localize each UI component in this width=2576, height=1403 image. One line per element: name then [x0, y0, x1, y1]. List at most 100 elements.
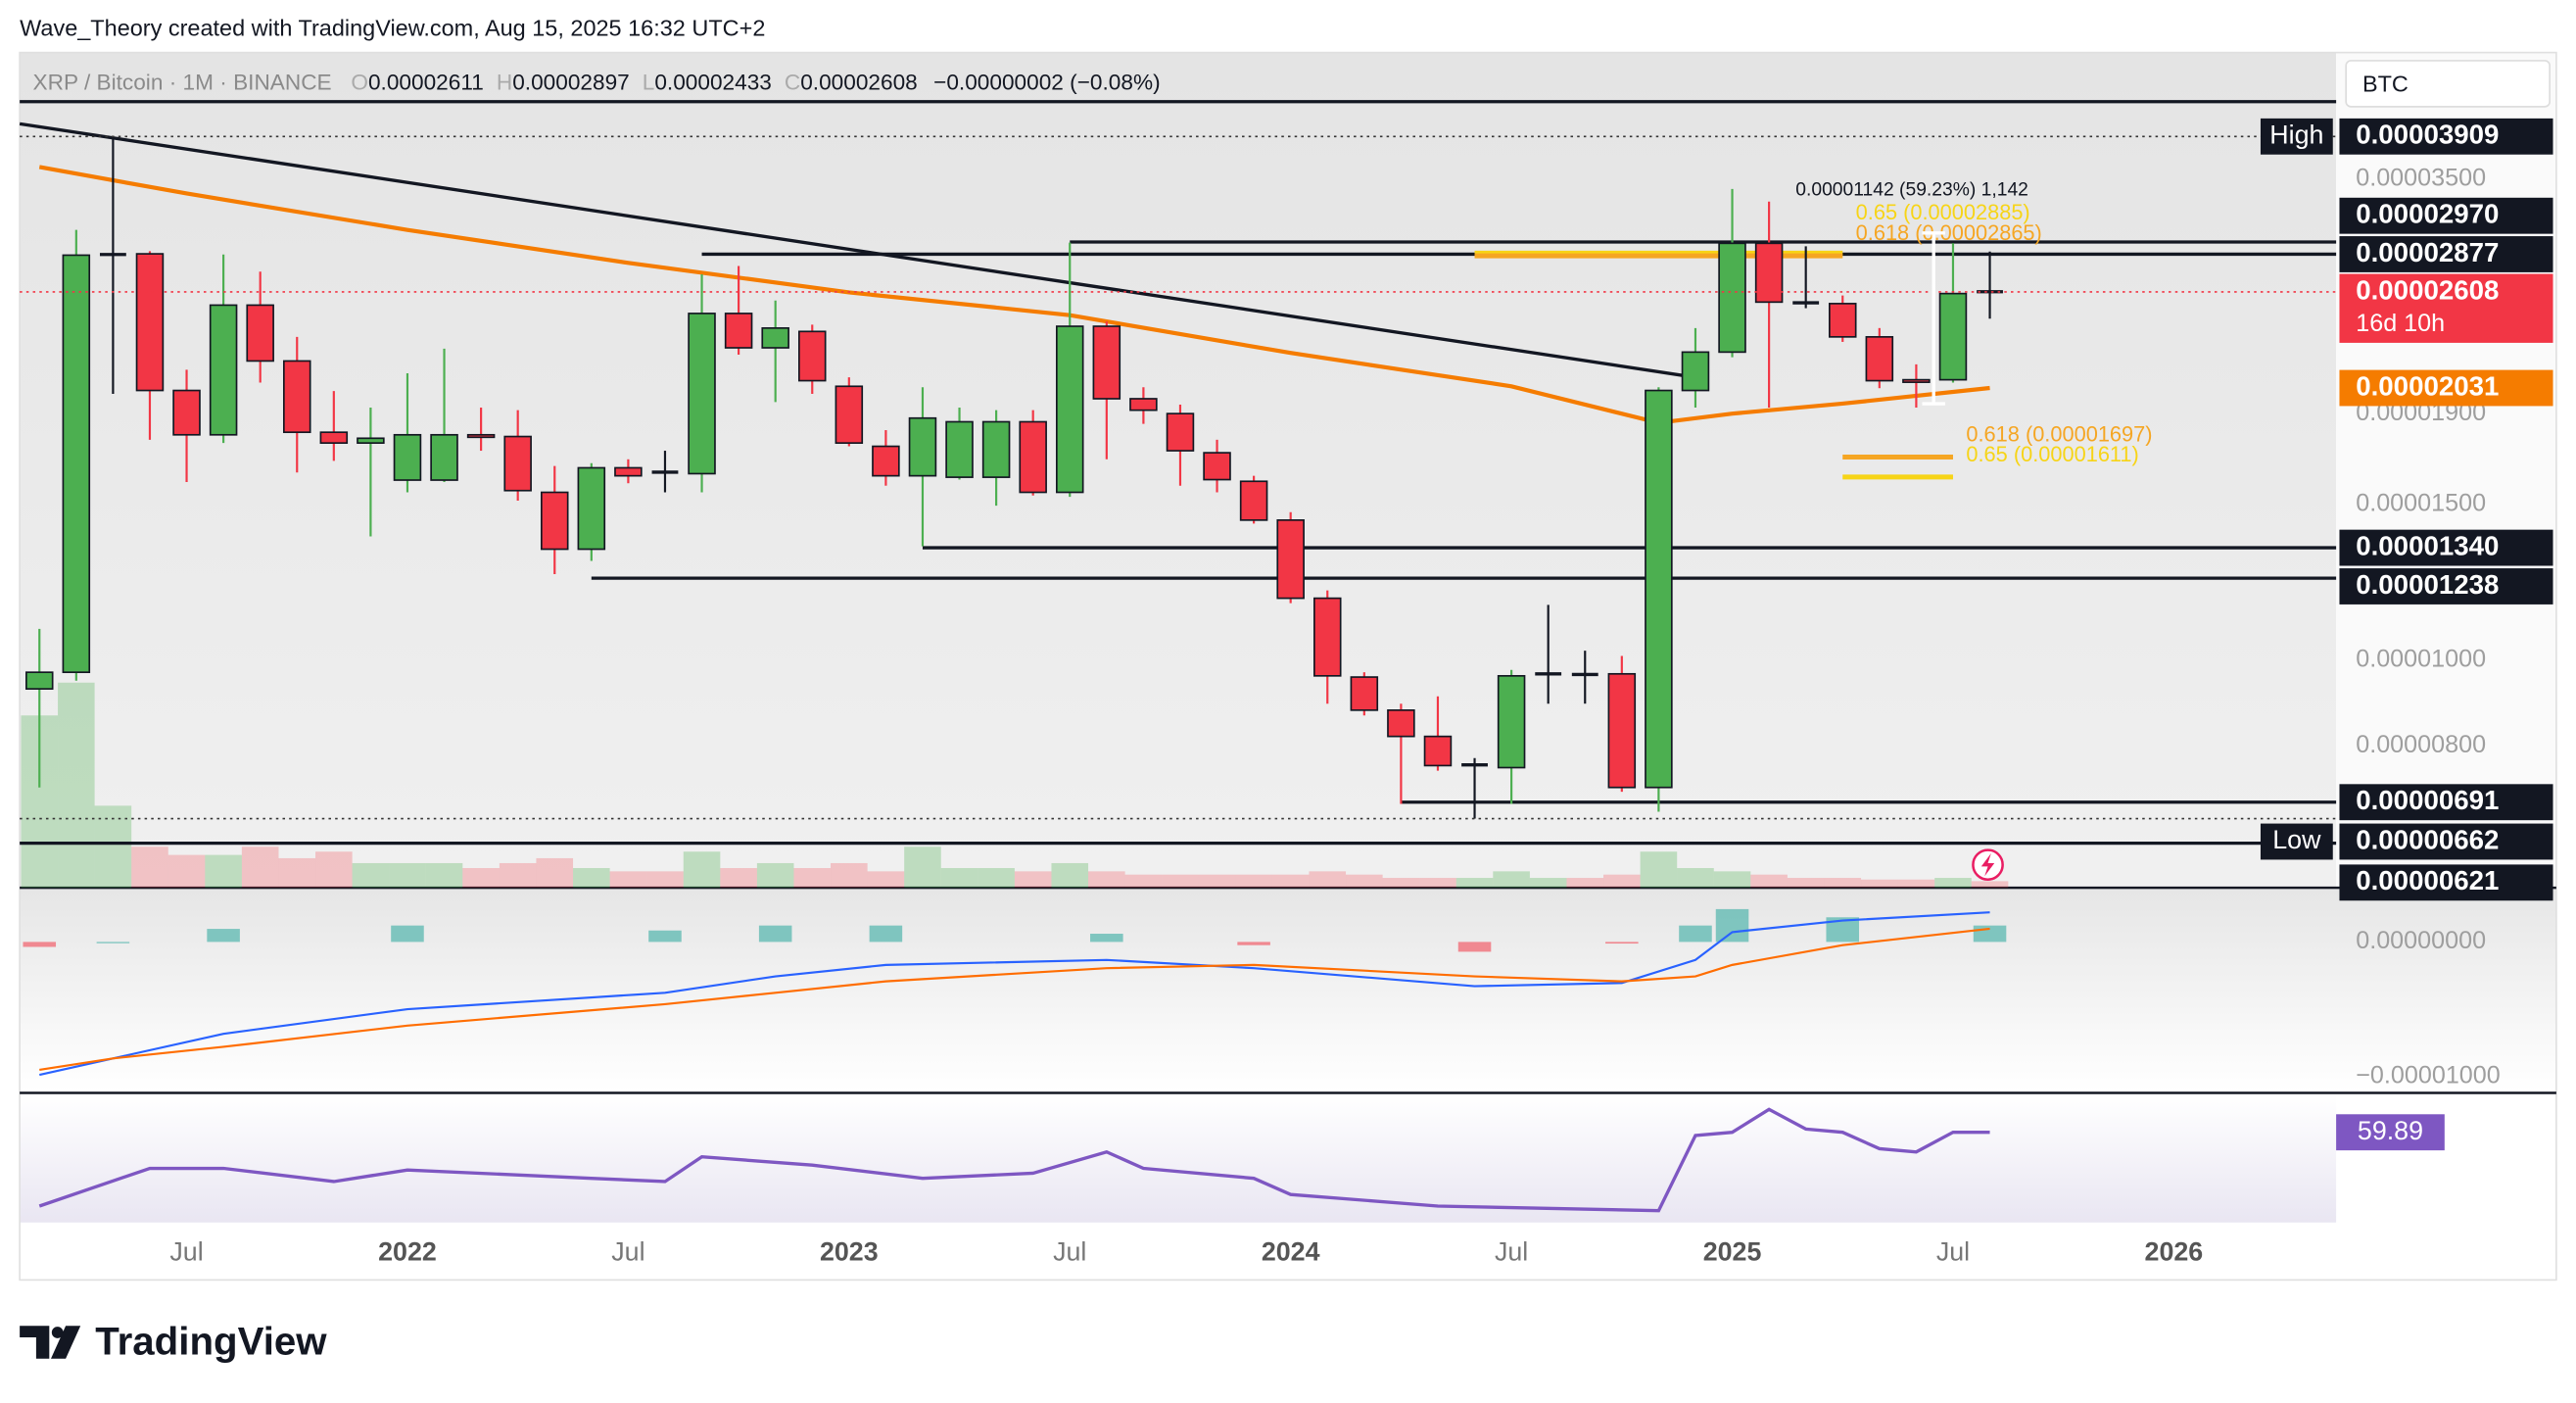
- candle-body: [1203, 452, 1231, 481]
- trendline: [19, 121, 1696, 379]
- candle-body: [1055, 325, 1084, 494]
- candle-body: [172, 389, 201, 436]
- volume: [1529, 878, 1567, 889]
- volume: [978, 867, 1015, 889]
- x-tick-label: 2023: [820, 1237, 879, 1267]
- measure-label: 0.00001142 (59.23%) 1,142: [1795, 179, 2028, 200]
- high: 0.00002897: [512, 70, 630, 94]
- candle-body: [724, 313, 753, 349]
- event-bolt: [1980, 852, 1995, 877]
- volume: [1861, 879, 1898, 889]
- candle-body: [1681, 351, 1710, 392]
- price-label-box: [2339, 369, 2553, 407]
- macd-histogram: [1679, 925, 1712, 943]
- volume: [389, 862, 426, 889]
- plot: 0.000035000.000019000.000015000.00001000…: [19, 100, 2553, 1267]
- price-label: 0.00001340: [2356, 530, 2499, 560]
- currency-box[interactable]: [2345, 60, 2552, 108]
- price-label: 0.00000662: [2356, 824, 2499, 854]
- macd-histogram: [758, 925, 792, 943]
- frame: [19, 51, 2557, 1282]
- x-tick-label: Jul: [1495, 1237, 1528, 1267]
- candle-body: [1019, 420, 1047, 494]
- measure-bracket: [1922, 231, 1945, 406]
- fib-label: 0.618 (0.00001697): [1966, 421, 2152, 446]
- volume: [1088, 871, 1125, 889]
- candle-body: [1754, 242, 1784, 304]
- x-tick-label: 2026: [2145, 1237, 2204, 1267]
- candle-body: [835, 385, 864, 445]
- volume: [241, 847, 279, 889]
- legend-line: XRP / Bitcoin · 1M · BINANCE O0.00002611…: [33, 70, 1161, 94]
- fib-label: 0.65 (0.00002885): [1856, 200, 2030, 224]
- moving-average: [38, 165, 1990, 425]
- candle-body: [357, 437, 385, 445]
- volume: [1787, 878, 1825, 889]
- rsi-label: 59.89: [2358, 1116, 2423, 1145]
- macd-histogram: [23, 942, 57, 947]
- volume: [1824, 878, 1862, 889]
- volume: [315, 851, 353, 889]
- price-tag-box: [2260, 118, 2333, 155]
- y-tick-label: 0.00001500: [2356, 489, 2486, 516]
- candle-body: [945, 420, 974, 478]
- volume: [1603, 874, 1641, 889]
- macd-histogram: [1457, 942, 1492, 952]
- candle-body: [1276, 519, 1305, 600]
- volume: [167, 854, 206, 889]
- fib-label: 0.65 (0.00001611): [1966, 442, 2138, 466]
- price-label-box: [2339, 273, 2553, 343]
- candle-body: [908, 416, 937, 477]
- volume: [131, 847, 168, 889]
- macd-histogram: [1237, 942, 1270, 945]
- candle-body: [1497, 674, 1526, 769]
- candle-body: [393, 433, 422, 481]
- candle-body: [1938, 292, 1968, 381]
- candle-body: [1607, 672, 1637, 789]
- x-tick-label: Jul: [611, 1237, 644, 1267]
- volume: [573, 867, 610, 889]
- price-label: 0.00002031: [2356, 370, 2499, 401]
- volume: [793, 867, 832, 889]
- volume: [1713, 871, 1751, 889]
- volume: [1051, 862, 1089, 889]
- volume: [904, 847, 941, 889]
- volume: [1162, 874, 1199, 889]
- volume: [1750, 874, 1788, 889]
- candle-body: [135, 253, 165, 392]
- volume: [205, 854, 242, 889]
- volume: [1677, 867, 1714, 889]
- candle-body: [872, 445, 900, 477]
- price-label-box: [2339, 529, 2553, 566]
- candle-body: [1129, 398, 1158, 411]
- macd-macd: [39, 911, 1990, 1077]
- price-label-box: [2339, 197, 2553, 234]
- volume: [1235, 874, 1272, 889]
- candle-body: [1239, 480, 1268, 521]
- volume: [1493, 871, 1530, 889]
- macd-histogram: [648, 930, 682, 943]
- price-tag-box: [2260, 823, 2333, 860]
- volume: [1934, 878, 1972, 889]
- price-label-box: [2339, 784, 2553, 821]
- volume: [1419, 878, 1456, 889]
- candle-body: [319, 431, 349, 445]
- macd-pane: [20, 889, 2556, 1091]
- price-label-box: [2339, 568, 2553, 605]
- rsi-pane: [20, 1094, 2337, 1223]
- candle-body: [209, 304, 238, 436]
- countdown: 16d 10h: [2356, 310, 2445, 337]
- volume: [1382, 878, 1420, 889]
- volume: [683, 851, 721, 889]
- candle-body: [761, 326, 789, 349]
- candle-body: [1828, 303, 1857, 338]
- candle-body: [466, 433, 496, 439]
- volume: [940, 867, 978, 889]
- currency[interactable]: BTC: [2362, 71, 2409, 96]
- price-label-box: [2339, 823, 2553, 860]
- y-tick-label: 0.00000800: [2356, 731, 2486, 758]
- candle-body: [1865, 336, 1894, 382]
- volume: [1198, 874, 1236, 889]
- candle-body: [246, 304, 274, 363]
- candle-body: [1166, 412, 1195, 452]
